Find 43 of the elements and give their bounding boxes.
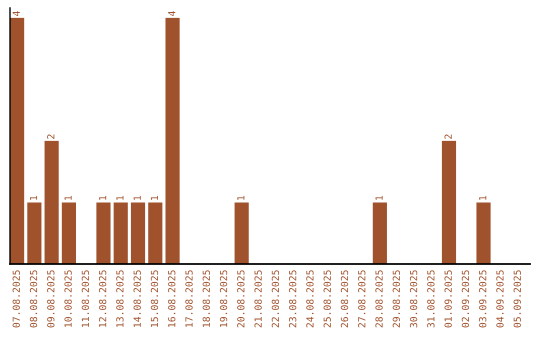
data-label: 2 bbox=[444, 134, 452, 139]
x-tick-label: 31.08.2025 bbox=[427, 270, 435, 328]
x-tick-label: 08.08.2025 bbox=[30, 270, 38, 328]
data-label: 1 bbox=[134, 196, 141, 200]
data-label: 4 bbox=[12, 11, 20, 16]
data-label: 4 bbox=[168, 11, 176, 16]
x-tick-label: 04.09.2025 bbox=[496, 270, 504, 328]
data-label: 1 bbox=[479, 196, 486, 200]
x-tick-label: 24.08.2025 bbox=[306, 270, 314, 328]
x-tick-label: 22.08.2025 bbox=[272, 270, 280, 328]
data-label: 1 bbox=[99, 196, 106, 200]
x-tick-label: 14.08.2025 bbox=[134, 270, 141, 327]
x-tick-label: 18.08.2025 bbox=[202, 270, 210, 327]
x-tick-label: 03.09.2025 bbox=[479, 270, 486, 328]
x-tick-label: 13.08.2025 bbox=[116, 270, 124, 327]
x-tick-label: 23.08.2025 bbox=[288, 270, 296, 328]
data-label: 1 bbox=[375, 196, 383, 200]
data-label: 1 bbox=[237, 196, 244, 200]
data-label: 1 bbox=[150, 196, 158, 200]
x-tick-label: 07.08.2025 bbox=[12, 270, 20, 328]
x-tick-label: 28.08.2025 bbox=[375, 270, 383, 328]
x-tick-label: 21.08.2025 bbox=[254, 270, 262, 328]
x-tick-label: 01.09.2025 bbox=[444, 270, 452, 328]
data-label: 1 bbox=[116, 196, 124, 200]
x-tick-label: 11.08.2025 bbox=[82, 270, 90, 327]
x-tick-label: 09.08.2025 bbox=[47, 270, 54, 328]
data-label: 1 bbox=[30, 196, 38, 200]
x-tick-label: 17.08.2025 bbox=[185, 270, 193, 327]
x-tick-label: 16.08.2025 bbox=[168, 270, 176, 327]
x-tick-label: 29.08.2025 bbox=[392, 270, 400, 328]
data-label: 1 bbox=[64, 196, 72, 200]
x-tick-label: 26.08.2025 bbox=[340, 270, 348, 328]
x-tick-label: 05.09.2025 bbox=[514, 270, 521, 328]
x-tick-label: 27.08.2025 bbox=[358, 270, 366, 328]
x-tick-label: 30.08.2025 bbox=[410, 270, 418, 328]
x-tick-label: 10.08.2025 bbox=[64, 270, 72, 327]
x-tick-label: 25.08.2025 bbox=[324, 270, 331, 328]
x-tick-label: 15.08.2025 bbox=[150, 270, 158, 327]
x-tick-label: 20.08.2025 bbox=[237, 270, 245, 328]
data-label: 2 bbox=[47, 134, 54, 139]
x-tick-label: 12.08.2025 bbox=[98, 270, 106, 327]
x-tick-label: 02.09.2025 bbox=[462, 270, 470, 328]
x-tick-label: 19.08.2025 bbox=[220, 270, 228, 327]
